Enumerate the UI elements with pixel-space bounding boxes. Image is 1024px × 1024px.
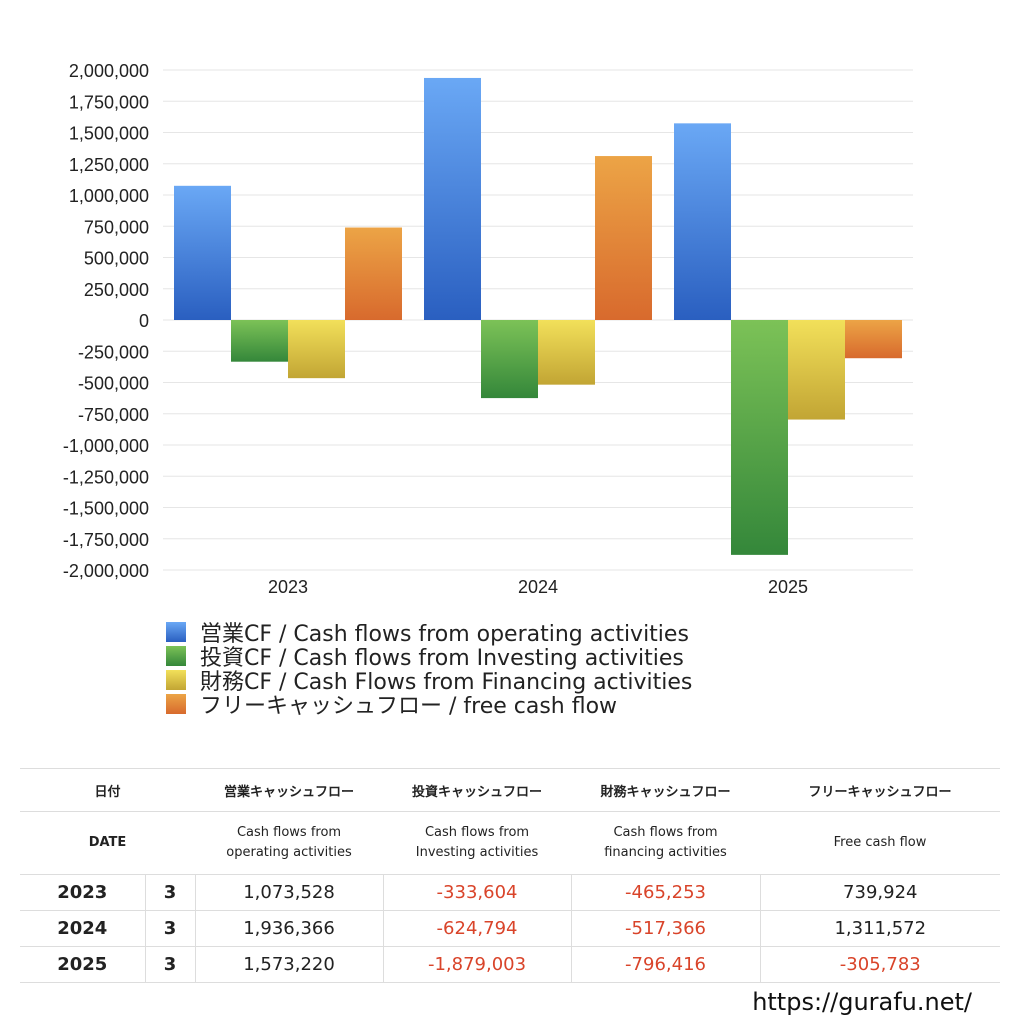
bar-operating-2024	[424, 77, 481, 320]
row-year: 2023	[20, 874, 145, 911]
y-tick-label: 500,000	[84, 249, 149, 269]
row-year: 2024	[20, 910, 145, 947]
row-free-cash-flow: -305,783	[759, 946, 1001, 983]
y-tick-label: 1,000,000	[69, 186, 149, 206]
header-investing-jp: 投資キャッシュフロー	[383, 768, 572, 812]
legend-label-financing: 財務CF / Cash Flows from Financing activit…	[200, 670, 693, 695]
bar-financing-2023	[288, 320, 345, 379]
legend-label-investing: 投資CF / Cash flows from Investing activit…	[200, 646, 684, 671]
y-tick-label: 2,000,000	[69, 61, 149, 81]
header-free-cash-flow-en: Free cash flow	[760, 811, 1001, 875]
row-operating: 1,573,220	[194, 946, 384, 983]
row-operating: 1,073,528	[194, 874, 384, 911]
x-tick-label: 2023	[268, 577, 308, 597]
table-row: 2023 3 1,073,528 -333,604 -465,253 739,9…	[20, 874, 1001, 911]
y-tick-label: -250,000	[78, 342, 149, 362]
row-free-cash-flow: 1,311,572	[759, 910, 1001, 947]
legend-item-investing: 投資CF / Cash flows from Investing activit…	[166, 644, 692, 671]
bar-investing-2024	[481, 320, 538, 399]
row-month: 3	[144, 910, 196, 947]
header-financing-en-line1: Cash flows from	[613, 825, 718, 840]
y-tick-label: 1,750,000	[69, 92, 149, 112]
legend-swatch-free-cash-flow	[166, 694, 186, 714]
y-axis-ticks: 2,000,000 1,750,000 1,500,000 1,250,000 1,00…	[63, 61, 149, 581]
row-investing: -333,604	[382, 874, 572, 911]
row-free-cash-flow: 739,924	[759, 874, 1001, 911]
row-year: 2025	[20, 946, 145, 983]
bar-operating-2023	[174, 185, 231, 320]
row-financing: -465,253	[570, 874, 761, 911]
y-tick-label: 0	[139, 311, 149, 331]
legend-item-financing: 財務CF / Cash Flows from Financing activit…	[166, 668, 692, 695]
header-operating-en-line2: operating activities	[226, 845, 352, 860]
legend-item-free-cash-flow: フリーキャッシュフロー / free cash flow	[166, 692, 692, 719]
legend-swatch-financing	[166, 670, 186, 690]
row-month: 3	[144, 946, 196, 983]
x-axis-ticks: 2023 2024 2025	[268, 577, 808, 597]
table-row: 2025 3 1,573,220 -1,879,003 -796,416 -30…	[20, 946, 1001, 983]
legend-item-operating: 営業CF / Cash flows from operating activit…	[166, 620, 692, 647]
header-date-en: DATE	[20, 811, 196, 875]
header-investing-en-line1: Cash flows from	[424, 825, 530, 840]
row-financing: -796,416	[570, 946, 761, 983]
header-financing-jp: 財務キャッシュフロー	[571, 768, 761, 812]
header-free-cash-flow-en-line1: Free cash flow	[833, 835, 927, 850]
header-operating-jp: 営業キャッシュフロー	[195, 768, 384, 812]
y-tick-label: -1,500,000	[63, 499, 149, 519]
row-investing: -1,879,003	[382, 946, 572, 983]
y-tick-label: -2,000,000	[63, 561, 149, 581]
y-tick-label: 250,000	[84, 280, 149, 300]
row-operating: 1,936,366	[194, 910, 384, 947]
y-tick-label: -1,750,000	[63, 530, 149, 550]
header-operating-en: Cash flows from operating activities	[195, 811, 384, 875]
bar-free-cash-flow-2025	[845, 320, 902, 359]
header-investing-en-line2: Investing activities	[415, 845, 539, 860]
y-tick-label: -1,250,000	[63, 467, 149, 487]
header-investing-en: Cash flows from Investing activities	[383, 811, 572, 875]
y-tick-label: -500,000	[78, 374, 149, 394]
legend-swatch-investing	[166, 646, 186, 666]
y-tick-label: 1,250,000	[69, 155, 149, 175]
y-tick-label: -750,000	[78, 405, 149, 425]
y-tick-label: 1,500,000	[69, 124, 149, 144]
x-tick-label: 2024	[518, 577, 558, 597]
header-date-jp: 日付	[20, 768, 196, 812]
cash-flow-bar-chart: 2,000,000 1,750,000 1,500,000 1,250,000 1,00…	[63, 61, 913, 597]
bar-operating-2025	[674, 123, 731, 320]
legend: 営業CF / Cash flows from operating activit…	[166, 620, 692, 719]
y-tick-label: -1,000,000	[63, 436, 149, 456]
bar-free-cash-flow-2024	[595, 156, 652, 320]
x-tick-label: 2025	[768, 577, 808, 597]
legend-label-operating: 営業CF / Cash flows from operating activit…	[200, 622, 689, 647]
bar-investing-2023	[231, 320, 288, 362]
table-header-en: DATE Cash flows from operating activities…	[20, 811, 1001, 875]
cash-flow-table: 日付 営業キャッシュフロー 投資キャッシュフロー 財務キャッシュフロー フリーキ…	[20, 768, 1001, 983]
bar-financing-2025	[788, 320, 845, 420]
table-header-jp: 日付 営業キャッシュフロー 投資キャッシュフロー 財務キャッシュフロー フリーキ…	[20, 768, 1001, 812]
bar-free-cash-flow-2023	[345, 227, 402, 320]
header-financing-en: Cash flows from financing activities	[571, 811, 761, 875]
bar-investing-2025	[731, 320, 788, 555]
header-free-cash-flow-jp: フリーキャッシュフロー	[760, 768, 1001, 812]
row-investing: -624,794	[382, 910, 572, 947]
legend-label-free-cash-flow: フリーキャッシュフロー / free cash flow	[200, 694, 618, 719]
header-operating-en-line1: Cash flows from	[236, 825, 342, 840]
row-financing: -517,366	[570, 910, 761, 947]
y-tick-label: 750,000	[84, 217, 149, 237]
header-financing-en-line2: financing activities	[604, 845, 727, 860]
legend-swatch-operating	[166, 622, 186, 642]
table-row: 2024 3 1,936,366 -624,794 -517,366 1,311…	[20, 910, 1001, 947]
source-url[interactable]: https://gurafu.net/	[752, 988, 972, 1016]
bar-financing-2024	[538, 320, 595, 385]
bars	[174, 77, 902, 555]
row-month: 3	[144, 874, 196, 911]
